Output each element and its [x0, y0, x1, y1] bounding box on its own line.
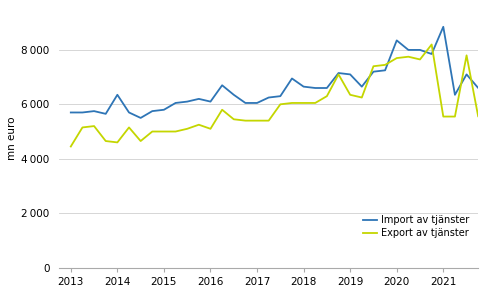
Export av tjänster [289, 101, 295, 105]
Export av tjänster [347, 93, 353, 97]
Export av tjänster [114, 140, 120, 144]
Export av tjänster [243, 119, 248, 123]
Export av tjänster [301, 101, 307, 105]
Export av tjänster [359, 96, 365, 99]
Import av tjänster [382, 68, 388, 72]
Export av tjänster [475, 115, 481, 118]
Export av tjänster [254, 119, 260, 123]
Import av tjänster [278, 94, 283, 98]
Export av tjänster [336, 73, 342, 76]
Export av tjänster [231, 117, 237, 121]
Import av tjänster [452, 93, 458, 97]
Import av tjänster [312, 86, 318, 90]
Export av tjänster [452, 115, 458, 118]
Import av tjänster [103, 112, 108, 116]
Export av tjänster [429, 43, 435, 46]
Export av tjänster [208, 127, 213, 131]
Export av tjänster [463, 54, 469, 57]
Import av tjänster [231, 93, 237, 97]
Export av tjänster [138, 139, 143, 143]
Export av tjänster [324, 94, 330, 98]
Export av tjänster [184, 127, 190, 131]
Import av tjänster [370, 70, 376, 74]
Import av tjänster [394, 39, 400, 42]
Export av tjänster [219, 108, 225, 112]
Import av tjänster [173, 101, 178, 105]
Export av tjänster [266, 119, 272, 123]
Line: Export av tjänster: Export av tjänster [71, 44, 493, 147]
Import av tjänster [79, 111, 85, 114]
Export av tjänster [149, 130, 155, 133]
Import av tjänster [126, 111, 132, 114]
Import av tjänster [359, 85, 365, 88]
Import av tjänster [266, 96, 272, 99]
Import av tjänster [161, 108, 167, 112]
Import av tjänster [149, 109, 155, 113]
Import av tjänster [336, 71, 342, 75]
Import av tjänster [196, 97, 202, 101]
Import av tjänster [440, 25, 446, 29]
Import av tjänster [289, 77, 295, 80]
Legend: Import av tjänster, Export av tjänster: Import av tjänster, Export av tjänster [359, 211, 473, 242]
Import av tjänster [243, 101, 248, 105]
Export av tjänster [405, 55, 411, 59]
Import av tjänster [184, 100, 190, 103]
Import av tjänster [324, 86, 330, 90]
Import av tjänster [208, 100, 213, 103]
Import av tjänster [68, 111, 74, 114]
Export av tjänster [161, 130, 167, 133]
Export av tjänster [440, 115, 446, 118]
Export av tjänster [312, 101, 318, 105]
Export av tjänster [91, 124, 97, 128]
Export av tjänster [382, 63, 388, 67]
Export av tjänster [370, 64, 376, 68]
Import av tjänster [463, 73, 469, 76]
Import av tjänster [475, 86, 481, 90]
Export av tjänster [278, 102, 283, 106]
Export av tjänster [487, 115, 493, 118]
Export av tjänster [126, 126, 132, 129]
Line: Import av tjänster: Import av tjänster [71, 27, 493, 118]
Import av tjänster [487, 89, 493, 92]
Import av tjänster [138, 116, 143, 120]
Export av tjänster [68, 145, 74, 148]
Import av tjänster [91, 109, 97, 113]
Import av tjänster [301, 85, 307, 88]
Import av tjänster [429, 52, 435, 56]
Export av tjänster [394, 56, 400, 60]
Y-axis label: mn euro: mn euro [7, 116, 17, 160]
Import av tjänster [405, 48, 411, 52]
Import av tjänster [219, 84, 225, 87]
Import av tjänster [254, 101, 260, 105]
Export av tjänster [196, 123, 202, 126]
Import av tjänster [114, 93, 120, 97]
Export av tjänster [417, 58, 423, 61]
Import av tjänster [417, 48, 423, 52]
Export av tjänster [173, 130, 178, 133]
Export av tjänster [103, 139, 108, 143]
Export av tjänster [79, 126, 85, 129]
Import av tjänster [347, 73, 353, 76]
